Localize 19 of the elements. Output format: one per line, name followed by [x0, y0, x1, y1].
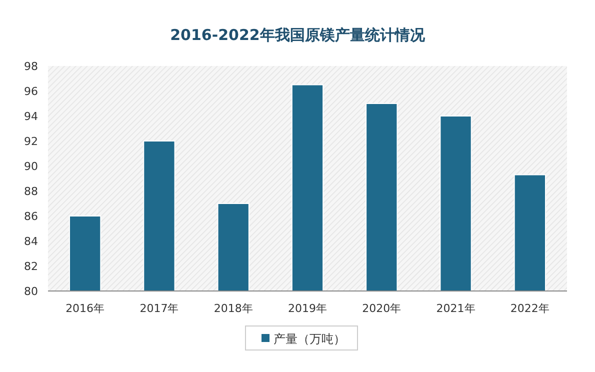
x-tick-label: 2018年 [214, 302, 253, 315]
y-tick-label: 94 [24, 110, 38, 123]
x-tick-label: 2020年 [362, 302, 402, 315]
x-tick-label: 2022年 [510, 302, 550, 315]
y-tick-label: 84 [24, 235, 38, 248]
x-tick-label: 2019年 [288, 302, 327, 315]
x-tick-label: 2017年 [140, 302, 179, 315]
legend-label: 产量（万吨） [274, 332, 346, 346]
x-tick-label: 2021年 [436, 302, 476, 315]
y-tick-label: 86 [24, 210, 38, 223]
x-tick-label: 2016年 [66, 302, 105, 315]
y-tick-label: 98 [24, 60, 38, 73]
y-tick-label: 90 [24, 160, 38, 173]
y-tick-label: 88 [24, 185, 38, 198]
y-tick-label: 96 [24, 85, 38, 98]
y-tick-label: 92 [24, 135, 38, 148]
y-tick-label: 80 [24, 285, 38, 298]
chart-title: 2016-2022年我国原镁产量统计情况 [170, 26, 426, 44]
y-tick-label: 82 [24, 260, 38, 273]
